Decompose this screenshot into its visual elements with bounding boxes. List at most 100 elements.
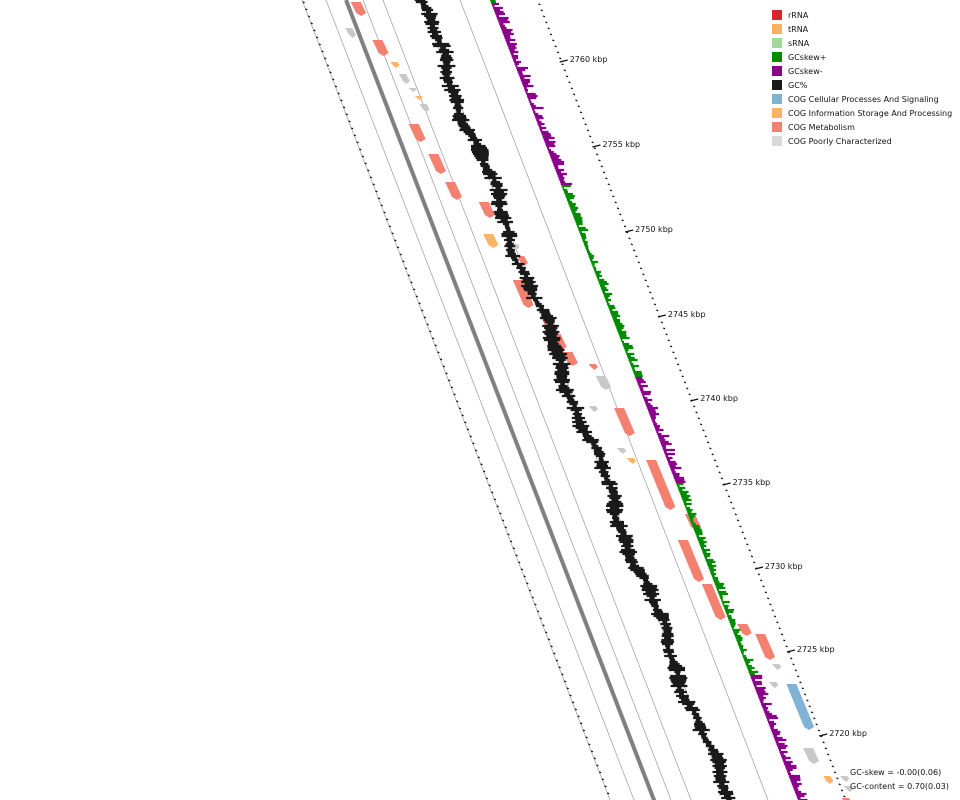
- scale-tick: [609, 189, 613, 192]
- track-line: [301, 0, 611, 800]
- inner-scale-tick: [329, 71, 332, 74]
- cog-poorly-feature: [588, 406, 599, 412]
- inner-scale-tick: [496, 505, 499, 508]
- inner-scale-tick: [388, 225, 392, 228]
- legend-label: sRNA: [788, 38, 810, 48]
- scale-label: 2745 kbp: [668, 310, 706, 319]
- inner-scale-tick: [518, 561, 521, 564]
- scale-tick: [681, 375, 684, 378]
- scale-tick: [801, 687, 804, 690]
- scale-tick: [838, 783, 841, 786]
- cog-info-storage-feature: [414, 96, 423, 100]
- inner-scale-tick: [348, 120, 351, 123]
- scale-tick: [665, 333, 668, 336]
- legend-swatch: [772, 66, 782, 76]
- scale-labels: 2760 kbp 2755 kbp 2750 kbp 2745 kbp 2740 kbp…: [559, 55, 867, 738]
- scale-tick: [790, 657, 793, 660]
- legend: rRNA tRNA sRNA GCskew+ GCskew- GC% COG C…: [772, 8, 952, 148]
- inner-scale-tick: [429, 330, 432, 333]
- legend-item-cog-cellular: COG Cellular Processes And Signaling: [772, 92, 952, 106]
- scale-tick: [808, 705, 811, 708]
- inner-scale-tick: [491, 491, 494, 494]
- scale-tick: [817, 729, 821, 732]
- scale-tick: [727, 495, 731, 498]
- scale-tick: [794, 669, 798, 672]
- cog-metabolism-feature: [646, 460, 676, 510]
- scale-tick: [686, 387, 689, 390]
- inner-scale-tick: [515, 554, 518, 557]
- stats-block: GC-skew = -0.00(0.06) GC-content = 0.70(…: [850, 766, 949, 794]
- scale-tick: [760, 579, 763, 582]
- scale-tick: [840, 789, 844, 792]
- cog-metabolism-feature: [408, 124, 426, 142]
- scale-tick: [559, 57, 562, 60]
- legend-item-rrna: rRNA: [772, 8, 952, 22]
- cog-metabolism-feature: [445, 182, 462, 200]
- scale-tick: [764, 591, 767, 594]
- scale-tick: [575, 99, 578, 102]
- legend-label: tRNA: [788, 24, 809, 34]
- scale-tick: [679, 369, 682, 372]
- scale-tick: [688, 393, 691, 396]
- legend-label: COG Poorly Characterized: [788, 136, 892, 146]
- inner-scale-tick: [342, 106, 346, 109]
- inner-scale-tick: [572, 701, 575, 704]
- scale-tick: [783, 639, 786, 642]
- major-tick: [754, 566, 764, 570]
- scale-tick: [799, 681, 802, 684]
- scale-tick: [607, 183, 610, 186]
- inner-scale-tick: [437, 351, 440, 354]
- cog-metabolism-feature: [588, 364, 598, 370]
- inner-scale-tick: [351, 127, 354, 130]
- inner-scale-tick: [396, 246, 400, 249]
- inner-scale-tick: [375, 190, 378, 193]
- gc-content-stat: GC-content = 0.70(0.03): [850, 782, 949, 791]
- inner-scale-tick: [534, 603, 537, 606]
- scale-tick: [796, 675, 800, 678]
- scale-tick: [699, 423, 703, 426]
- scale-tick: [718, 471, 721, 474]
- scale-tick: [695, 411, 698, 414]
- legend-swatch: [772, 24, 782, 34]
- scale-tick: [730, 501, 733, 504]
- inner-scale-tick: [361, 155, 365, 158]
- inner-scale-tick: [310, 22, 313, 25]
- scale-tick: [697, 417, 700, 420]
- scale-tick: [709, 447, 712, 450]
- scale-tick: [649, 291, 652, 294]
- inner-scale-tick: [550, 645, 553, 648]
- legend-item-srna: sRNA: [772, 36, 952, 50]
- scale-tick: [792, 663, 795, 666]
- legend-item-cog-metabolism: COG Metabolism: [772, 120, 952, 134]
- inner-scale-tick: [604, 785, 607, 788]
- scale-tick: [669, 345, 673, 348]
- major-tick: [722, 482, 731, 486]
- gc-skew-stat: GC-skew = -0.00(0.06): [850, 768, 942, 777]
- inner-scale-tick: [528, 589, 532, 592]
- inner-scale-tick: [407, 274, 410, 277]
- major-tick: [786, 649, 796, 653]
- scale-tick: [748, 549, 751, 552]
- cog-poorly-feature: [840, 776, 850, 782]
- backbone-line: [344, 0, 657, 800]
- gc-skew-negative: [491, 2, 808, 800]
- cog-poorly-feature: [408, 88, 417, 92]
- inner-scale-tick: [582, 729, 586, 732]
- scale-tick: [619, 213, 622, 216]
- inner-scale-tick: [580, 722, 583, 725]
- scale-tick: [734, 513, 737, 516]
- scale-tick: [716, 465, 719, 468]
- cog-metabolism-feature: [701, 584, 726, 620]
- inner-scale-tick: [501, 519, 505, 522]
- legend-swatch: [772, 136, 782, 146]
- legend-item-cog-info: COG Information Storage And Processing: [772, 106, 952, 120]
- inner-scale-tick: [315, 36, 319, 39]
- scale-tick: [660, 321, 664, 324]
- cog-metabolism-feature: [517, 256, 528, 266]
- cog-metabolism-feature: [614, 408, 635, 436]
- scale-tick: [706, 441, 710, 444]
- inner-scale-tick: [474, 449, 478, 452]
- inner-scale-tick: [324, 57, 327, 60]
- inner-scale-tick: [483, 470, 486, 473]
